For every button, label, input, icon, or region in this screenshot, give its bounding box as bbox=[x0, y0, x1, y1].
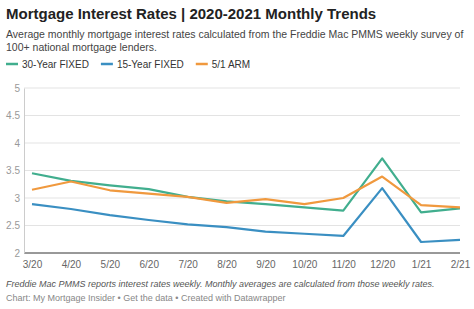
grid-line bbox=[24, 225, 460, 226]
legend-item: 5/1 ARM bbox=[196, 59, 250, 70]
legend-item: 15-Year FIXED bbox=[101, 59, 184, 70]
x-tick: 11/20 bbox=[332, 253, 357, 270]
y-axis: 2 2.5 3 3.5 4 4.5 5 bbox=[6, 83, 24, 259]
x-tick: 4/20 bbox=[62, 253, 82, 270]
y-tick: 3.5 bbox=[6, 165, 24, 176]
lines bbox=[32, 158, 460, 242]
legend-swatch bbox=[6, 63, 18, 66]
x-tick: 12/20 bbox=[370, 253, 395, 270]
y-tick-label: 3.5 bbox=[6, 165, 20, 176]
x-tick-label: 4/20 bbox=[62, 259, 82, 270]
x-tick-label: 3/20 bbox=[23, 259, 43, 270]
x-tick-label: 7/20 bbox=[178, 259, 198, 270]
grid-line bbox=[24, 253, 460, 254]
x-tick-label: 10/20 bbox=[292, 259, 317, 270]
y-tick-label: 4 bbox=[14, 138, 20, 149]
x-axis: 3/20 4/20 5/20 6/20 7/20 8/20 9/20 10/20 11/20 12… bbox=[23, 253, 471, 270]
y-tick: 2.5 bbox=[6, 220, 24, 231]
grid-line bbox=[24, 115, 460, 116]
y-tick: 4 bbox=[14, 138, 24, 149]
legend-label: 30-Year FIXED bbox=[22, 59, 89, 70]
x-tick-label: 2/21 bbox=[451, 259, 471, 270]
y-tick: 4.5 bbox=[6, 110, 24, 121]
subtitle: Average monthly mortgage interest rates … bbox=[6, 28, 463, 53]
y-tick: 3 bbox=[14, 193, 24, 204]
legend: 30-Year FIXED 15-Year FIXED 5/1 ARM bbox=[6, 59, 250, 70]
subtitle-line: Average monthly mortgage interest rates … bbox=[6, 28, 463, 40]
grid-line bbox=[24, 198, 460, 199]
y-tick-label: 2.5 bbox=[6, 220, 20, 231]
note: Chart: My Mortgage Insider • Get the dat… bbox=[6, 293, 285, 303]
series-line bbox=[32, 177, 460, 208]
x-tick-label: 12/20 bbox=[370, 259, 395, 270]
grid-line bbox=[24, 88, 460, 89]
chart: Mortgage Interest Rates | 2020-2021 Mont… bbox=[0, 0, 474, 309]
x-tick-label: 1/21 bbox=[412, 259, 432, 270]
legend-swatch bbox=[196, 63, 208, 66]
x-tick: 8/20 bbox=[217, 253, 237, 270]
y-tick: 2 bbox=[14, 248, 24, 259]
x-tick-label: 9/20 bbox=[256, 259, 276, 270]
y-tick-label: 2 bbox=[14, 248, 20, 259]
x-tick: 3/20 bbox=[23, 253, 43, 270]
x-tick-label: 5/20 bbox=[101, 259, 121, 270]
x-tick: 10/20 bbox=[292, 253, 317, 270]
y-axis-line bbox=[24, 89, 25, 254]
title: Mortgage Interest Rates | 2020-2021 Mont… bbox=[6, 5, 376, 22]
x-tick: 9/20 bbox=[256, 253, 276, 270]
y-tick-label: 4.5 bbox=[6, 110, 20, 121]
x-tick: 5/20 bbox=[101, 253, 121, 270]
note: Freddie Mac PMMS reports interest rates … bbox=[6, 279, 435, 289]
series-line bbox=[32, 188, 460, 242]
x-tick-label: 8/20 bbox=[217, 259, 237, 270]
x-axis-line bbox=[33, 253, 461, 254]
x-tick: 7/20 bbox=[178, 253, 198, 270]
x-tick: 2/21 bbox=[451, 253, 471, 270]
x-tick: 1/21 bbox=[412, 253, 432, 270]
series-line bbox=[32, 158, 460, 212]
y-tick-label: 3 bbox=[14, 193, 20, 204]
grid-line bbox=[24, 143, 460, 144]
x-tick-label: 11/20 bbox=[332, 259, 357, 270]
x-tick: 6/20 bbox=[139, 253, 159, 270]
subtitle-line: 100+ national mortgage lenders. bbox=[6, 41, 157, 53]
legend-item: 30-Year FIXED bbox=[6, 59, 89, 70]
grid-line bbox=[24, 170, 460, 171]
x-tick-label: 6/20 bbox=[139, 259, 159, 270]
legend-swatch bbox=[101, 63, 113, 66]
legend-label: 15-Year FIXED bbox=[117, 59, 184, 70]
y-tick-label: 5 bbox=[14, 83, 20, 94]
y-tick: 5 bbox=[14, 83, 24, 94]
legend-label: 5/1 ARM bbox=[212, 59, 250, 70]
grid bbox=[24, 88, 460, 253]
